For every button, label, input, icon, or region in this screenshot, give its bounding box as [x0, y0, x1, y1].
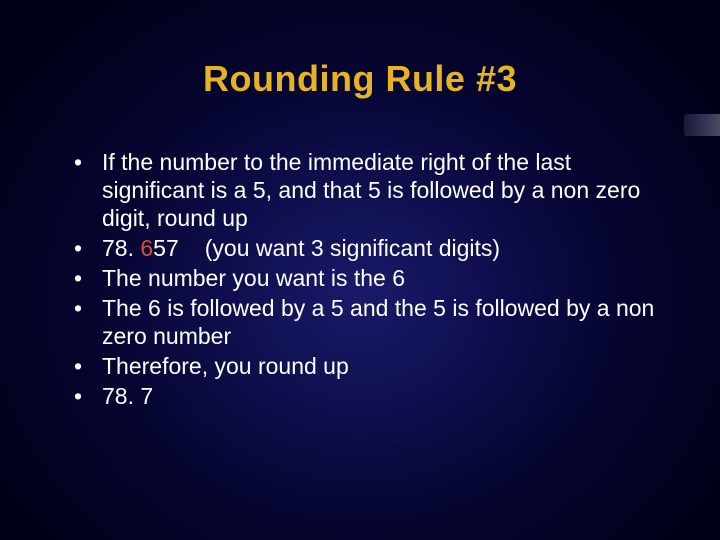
bullet-text: (you want 3 significant digits) — [205, 235, 500, 261]
accent-bar — [684, 114, 720, 136]
bullet-list: If the number to the immediate right of … — [72, 148, 660, 410]
slide-title: Rounding Rule #3 — [0, 0, 720, 118]
slide-body: If the number to the immediate right of … — [0, 118, 720, 410]
bullet-text: 57 — [153, 235, 179, 261]
bullet-item: 78. 657 (you want 3 significant digits) — [72, 234, 660, 262]
bullet-item: Therefore, you round up — [72, 352, 660, 380]
highlighted-text: 6 — [140, 235, 153, 261]
bullet-item: The 6 is followed by a 5 and the 5 is fo… — [72, 294, 660, 350]
bullet-item: If the number to the immediate right of … — [72, 148, 660, 232]
slide: Rounding Rule #3 If the number to the im… — [0, 0, 720, 540]
bullet-text: 78. — [102, 235, 140, 261]
bullet-item: The number you want is the 6 — [72, 264, 660, 292]
bullet-item: 78. 7 — [72, 382, 660, 410]
